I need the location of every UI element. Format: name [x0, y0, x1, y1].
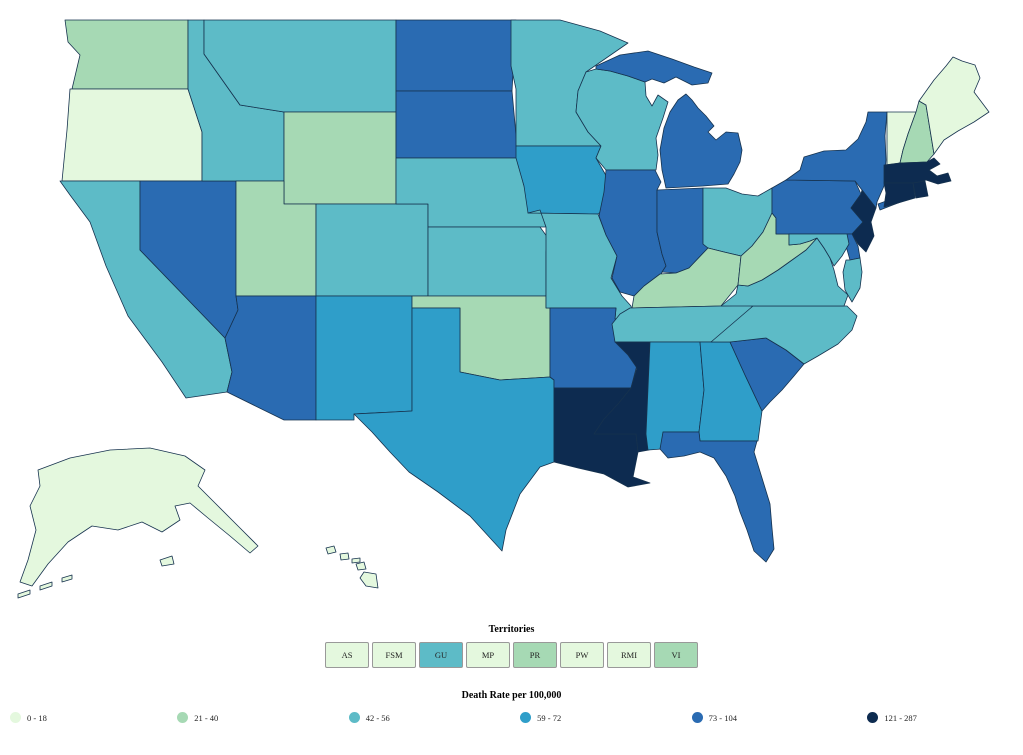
- legend-swatch-icon: [520, 712, 532, 723]
- state-sd[interactable]: [395, 90, 518, 159]
- state-hi-maui[interactable]: [355, 561, 367, 571]
- territory-box-fsm[interactable]: FSM: [372, 642, 416, 668]
- legend-item-3[interactable]: 42 - 56: [348, 712, 390, 723]
- territories-title: Territories: [488, 624, 535, 635]
- territory-label: AS: [341, 650, 353, 660]
- territory-label: VI: [671, 650, 681, 660]
- state-pa[interactable]: [771, 179, 864, 235]
- legend-label: 0 - 18: [27, 712, 47, 723]
- territory-box-gu[interactable]: GU: [419, 642, 463, 668]
- state-me[interactable]: [918, 56, 990, 155]
- territories-row: AS FSM GU MP PR PW RMI VI: [0, 642, 1023, 668]
- state-ks[interactable]: [427, 226, 549, 297]
- us-map: [17, 19, 990, 599]
- legend-swatch-icon: [691, 712, 703, 723]
- state-tx[interactable]: [353, 307, 555, 552]
- legend-label: 73 - 104: [708, 712, 737, 723]
- territory-box-rmi[interactable]: RMI: [607, 642, 651, 668]
- state-hi-kauai[interactable]: [325, 545, 337, 555]
- territory-label: MP: [481, 650, 495, 660]
- state-or[interactable]: [61, 88, 203, 182]
- state-ak-aleutian-1[interactable]: [17, 589, 31, 599]
- state-co[interactable]: [315, 203, 429, 297]
- territory-label: RMI: [620, 650, 638, 660]
- state-ri[interactable]: [912, 180, 929, 199]
- territories-legend: Territories AS FSM GU MP PR PW RMI VI: [0, 624, 1023, 668]
- state-md-delmarva[interactable]: [842, 257, 863, 303]
- legend-swatch-icon: [867, 712, 879, 723]
- territory-label: PR: [529, 650, 541, 660]
- state-hi-big-island[interactable]: [359, 571, 379, 589]
- legend-swatch-icon: [10, 712, 21, 723]
- territory-box-pr[interactable]: PR: [513, 642, 557, 668]
- states-group: [17, 19, 990, 599]
- legend-swatch-icon: [177, 712, 189, 723]
- state-ak-kodiak[interactable]: [159, 555, 175, 567]
- state-hi-oahu[interactable]: [339, 552, 350, 561]
- state-fl[interactable]: [659, 431, 775, 563]
- legend-item-6[interactable]: 121 - 287: [867, 712, 917, 723]
- rate-legend-row: 0 - 18 21 - 40 42 - 56 59 - 72 73 - 104 …: [10, 712, 917, 723]
- state-md[interactable]: [788, 233, 850, 267]
- state-ct[interactable]: [883, 182, 916, 208]
- state-wa[interactable]: [64, 19, 189, 90]
- state-wy[interactable]: [283, 111, 397, 205]
- legend-item-1[interactable]: 0 - 18: [10, 712, 47, 723]
- legend-label: 42 - 56: [365, 712, 390, 723]
- state-hi-molokai[interactable]: [351, 557, 361, 564]
- state-mi-lower[interactable]: [659, 93, 743, 189]
- territory-box-as[interactable]: AS: [325, 642, 369, 668]
- legend-item-5[interactable]: 73 - 104: [691, 712, 737, 723]
- legend-label: 21 - 40: [194, 712, 219, 723]
- state-ak[interactable]: [19, 447, 259, 587]
- rate-legend-title: Death Rate per 100,000: [461, 690, 562, 701]
- state-az[interactable]: [224, 295, 317, 421]
- territory-label: FSM: [385, 650, 403, 660]
- state-ak-aleutian-3[interactable]: [61, 574, 73, 583]
- state-nc[interactable]: [710, 305, 858, 365]
- state-mi-upper[interactable]: [595, 50, 713, 86]
- territory-box-pw[interactable]: PW: [560, 642, 604, 668]
- legend-swatch-icon: [348, 712, 360, 723]
- territory-box-mp[interactable]: MP: [466, 642, 510, 668]
- legend-item-2[interactable]: 21 - 40: [177, 712, 218, 723]
- legend-item-4[interactable]: 59 - 72: [520, 712, 561, 723]
- state-ak-aleutian-2[interactable]: [39, 581, 53, 591]
- legend-label: 59 - 72: [537, 712, 562, 723]
- state-nm[interactable]: [315, 295, 413, 421]
- territory-label: PW: [575, 650, 589, 660]
- legend-label: 121 - 287: [884, 712, 917, 723]
- state-nd[interactable]: [395, 19, 517, 92]
- territory-box-vi[interactable]: VI: [654, 642, 698, 668]
- state-nj[interactable]: [850, 189, 877, 253]
- territory-label: GU: [434, 650, 448, 660]
- rate-legend: Death Rate per 100,000 0 - 18 21 - 40 42…: [0, 690, 1023, 723]
